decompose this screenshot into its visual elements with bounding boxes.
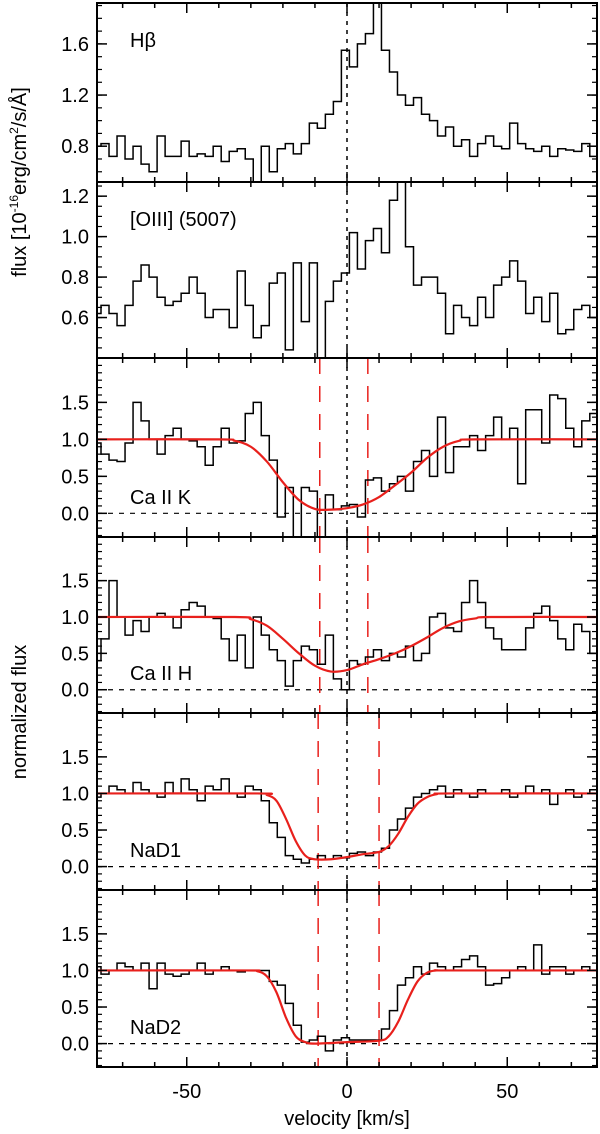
panel-label: [OIII] (5007): [130, 209, 237, 231]
y-tick-label: 1.0: [61, 783, 89, 805]
y-axis-label-flux: flux [10-16erg/cm2/s/Å]: [7, 87, 31, 277]
panel-label: NaD1: [130, 840, 181, 862]
panel-3: 0.0 0.5 1.0 1.5 Ca II H: [61, 536, 598, 714]
panel-0: 0.8 1.2 1.6 Hβ: [61, 2, 598, 183]
panel-2: 0.0 0.5 1.0 1.5 Ca II K: [61, 357, 598, 538]
y-tick-label: 1.0: [61, 429, 89, 451]
y-tick-label: 1.6: [61, 34, 89, 56]
y-tick-label: 1.0: [61, 607, 89, 629]
panel-label: Ca II K: [130, 487, 192, 509]
plot-area: [97, 713, 597, 890]
panel-label: Hβ: [130, 30, 156, 52]
y-tick-label: 1.2: [61, 85, 89, 107]
y-tick-label: 0.5: [61, 466, 89, 488]
x-tick-label: -50: [172, 1081, 201, 1103]
plot-area: [97, 537, 597, 713]
y-tick-label: 0.0: [61, 857, 89, 879]
panel-label: Ca II H: [130, 663, 192, 685]
x-tick-label: 0: [341, 1081, 352, 1103]
fit-curve: [97, 615, 597, 673]
panel-frame: [96, 712, 598, 891]
plot-area: [97, 358, 597, 537]
spectrum-step-line: [97, 579, 597, 691]
panels: 0.81.21.6 Hβ0.60.81.01.2[OIII] (5007)0.00…: [61, 2, 598, 1103]
y-tick-label: 0.8: [61, 136, 89, 158]
panel-frame: [96, 889, 598, 1068]
spectrum-step-line: [97, 182, 597, 358]
y-tick-label: 0.5: [61, 820, 89, 842]
panel-4: 0.0 0.5 1.0 1.5 NaD1: [61, 712, 598, 891]
y-tick-label: 1.5: [61, 747, 89, 769]
y-tick-label: 0.5: [61, 643, 89, 665]
y-tick-label: 1.5: [61, 924, 89, 946]
panel-frame: [96, 357, 598, 538]
fit-curve: [97, 438, 597, 512]
y-tick-label: 0.0: [61, 503, 89, 525]
plot-area: [97, 182, 597, 358]
panel-1: 0.6 0.8 1.0 1.2 [OIII] (5007): [61, 181, 598, 359]
x-tick-label: 50: [496, 1081, 518, 1103]
y-axis-label-normalized: normalized flux: [9, 645, 31, 780]
y-tick-label: 1.5: [61, 571, 89, 593]
spectrum-step-line: [97, 394, 597, 537]
fit-curve: [97, 792, 597, 861]
y-tick-label: 0.0: [61, 1034, 89, 1056]
panel-5: 0.0 0.5 1.0 1.5 NaD2: [61, 889, 598, 1068]
panel-frame: [96, 536, 598, 714]
y-tick-label: 1.0: [61, 227, 89, 249]
panel-label: NaD2: [130, 1017, 181, 1039]
plot-area: [97, 3, 597, 182]
y-tick-label: 0.8: [61, 267, 89, 289]
y-tick-label: 0.5: [61, 997, 89, 1019]
fit-curve: [97, 969, 597, 1045]
y-tick-label: 1.0: [61, 960, 89, 982]
plot-area: [97, 890, 597, 1067]
y-tick-label: 1.5: [61, 392, 89, 414]
y-tick-label: 0.6: [61, 308, 89, 330]
x-axis-label: velocity [km/s]: [284, 1108, 410, 1130]
panel-frame: [96, 2, 598, 183]
y-tick-label: 0.0: [61, 680, 89, 702]
y-tick-label: 1.2: [61, 186, 89, 208]
spectrum-step-line: [97, 3, 597, 182]
